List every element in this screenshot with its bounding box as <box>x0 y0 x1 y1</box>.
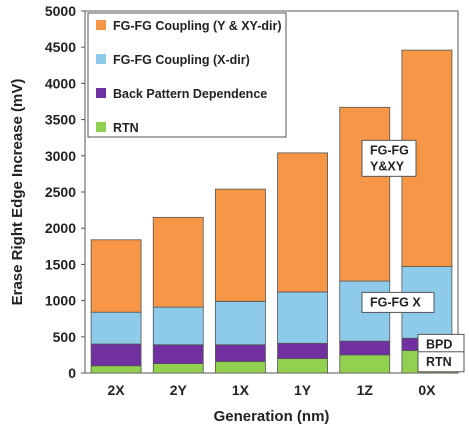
bar-rtn-1y <box>277 358 328 374</box>
bar-fg-fg-coupling-x-dir-2y <box>152 306 204 346</box>
annotation-label: BPD <box>426 337 452 351</box>
annotation-fg-fg-coupling-x-dir: FG-FG X <box>361 291 435 313</box>
bar-rtn-1x <box>215 361 266 374</box>
y-axis-label: Erase Right Edge Increase (mV) <box>9 79 26 306</box>
legend-swatch-fg-fg-coupling-y-xy-dir <box>96 20 106 30</box>
bar-back-pattern-dependence-1x <box>215 344 266 362</box>
y-tick-label: 2500 <box>45 184 76 200</box>
y-axis-ticks: 0 500 1000 1500 2000 2500 3000 3500 4000 4500 5000 <box>45 3 85 381</box>
y-tick-label: 3000 <box>45 148 76 164</box>
y-tick-label: 5000 <box>45 3 76 19</box>
bar-fg-fg-coupling-y-xy-dir-1z <box>339 106 391 282</box>
x-tick-label: 2X <box>108 382 126 398</box>
annotation-box <box>361 139 417 177</box>
bar-back-pattern-dependence-1z <box>339 340 391 356</box>
legend-label-fg-fg-coupling-x-dir: FG-FG Coupling (X-dir) <box>113 53 250 67</box>
annotation-label: RTN <box>426 355 452 369</box>
legend-label-fg-fg-coupling-y-xy-dir: FG-FG Coupling (Y & XY-dir) <box>113 19 282 33</box>
annotation-rtn: RTN <box>417 351 465 373</box>
annotation-fg-fg-coupling-y-xy-dir: FG-FG Y&XY <box>361 139 417 177</box>
x-axis-label: Generation (nm) <box>214 408 330 425</box>
y-tick-label: 1500 <box>45 256 76 272</box>
bar-fg-fg-coupling-x-dir-1x <box>215 300 266 346</box>
bar-fg-fg-coupling-y-xy-dir-1x <box>215 188 266 302</box>
bar-back-pattern-dependence-1y <box>277 342 328 359</box>
bar-rtn-2x <box>90 365 142 374</box>
bar-fg-fg-coupling-y-xy-dir-2x <box>90 239 142 313</box>
annotation-label: FG-FG X <box>370 295 421 309</box>
bar-fg-fg-coupling-x-dir-2x <box>90 311 142 345</box>
legend-swatch-rtn <box>96 122 106 132</box>
y-tick-label: 1000 <box>45 293 76 309</box>
x-axis-ticks: 2X 2Y 1X 1Y 1Z 0X <box>108 382 437 398</box>
legend-label-rtn: RTN <box>113 121 139 135</box>
legend-label-back-pattern-dependence: Back Pattern Dependence <box>113 87 267 101</box>
bar-back-pattern-dependence-2y <box>152 344 204 364</box>
x-tick-label: 1Y <box>294 382 312 398</box>
annotations: FG-FG Y&XY FG-FG X BPD RTN <box>361 139 465 373</box>
legend-swatch-fg-fg-coupling-x-dir <box>96 54 106 64</box>
y-tick-label: 4500 <box>45 39 76 55</box>
bar-fg-fg-coupling-y-xy-dir-2y <box>152 216 204 308</box>
y-tick-label: 4000 <box>45 75 76 91</box>
annotation-box <box>417 351 465 373</box>
annotation-box <box>361 291 435 313</box>
legend-swatch-back-pattern-dependence <box>96 88 106 98</box>
bar-back-pattern-dependence-2x <box>90 343 142 367</box>
bar-fg-fg-coupling-y-xy-dir-1y <box>277 152 328 293</box>
annotation-label: Y&XY <box>370 159 405 173</box>
bar-rtn-2y <box>152 363 204 374</box>
legend-box <box>87 12 287 138</box>
bar-rtn-1z <box>339 354 391 374</box>
x-tick-label: 0X <box>418 382 436 398</box>
y-tick-label: 500 <box>53 329 77 345</box>
y-tick-label: 2000 <box>45 220 76 236</box>
x-tick-label: 1X <box>232 382 250 398</box>
x-tick-label: 1Z <box>357 382 374 398</box>
y-tick-label: 3500 <box>45 112 76 128</box>
legend: FG-FG Coupling (Y & XY-dir) FG-FG Couplin… <box>87 12 287 138</box>
bar-fg-fg-coupling-x-dir-1y <box>277 291 328 344</box>
x-tick-label: 2Y <box>170 382 188 398</box>
y-tick-label: 0 <box>68 365 76 381</box>
annotation-label: FG-FG <box>370 143 409 157</box>
